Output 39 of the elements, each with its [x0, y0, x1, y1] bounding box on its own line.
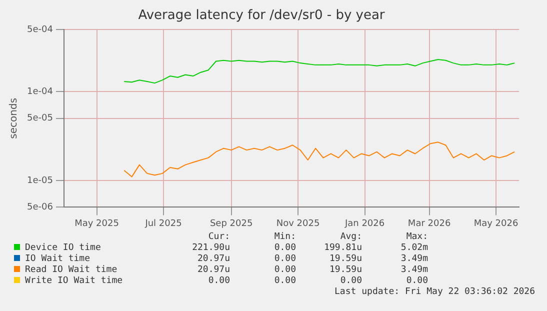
text: 3.49m [400, 254, 429, 265]
text: 5.02m [400, 243, 429, 254]
x-tick-label: Jan 2026 [344, 218, 385, 229]
x-tick-label: Jul 2025 [144, 218, 182, 229]
text: 0.00 [405, 276, 429, 287]
text: 199.81u [323, 243, 363, 254]
legend-label: Write IO Wait time [24, 276, 124, 287]
text: Cur: [207, 232, 231, 243]
text: 19.59u [328, 265, 363, 276]
text: 0.00 [273, 243, 297, 254]
text: 0.00 [273, 254, 297, 265]
text: Max: [405, 232, 429, 243]
x-tick-label: Nov 2025 [276, 218, 320, 229]
y-tick-label: 5e-05 [26, 114, 53, 124]
x-tick-label: Mar 2026 [408, 218, 451, 229]
y-tick-label: 5e-04 [26, 24, 54, 35]
text: Min: [273, 232, 297, 243]
text: 3.49m [400, 265, 429, 276]
x-tick-label: Sep 2025 [210, 218, 253, 229]
y-tick-label: 1e-05 [26, 176, 53, 186]
text: 19.59u [328, 254, 363, 265]
x-tick-label: May 2026 [474, 218, 518, 229]
y-axis-title: seconds [8, 98, 20, 139]
y-tick-label: 5e-06 [26, 202, 54, 213]
text: 0.00 [207, 276, 231, 287]
x-tick-label: May 2025 [74, 218, 119, 229]
y-tick-label: 1e-04 [26, 87, 54, 98]
chart-title: Average latency for /dev/sr0 - by year [138, 8, 386, 24]
text: 221.90u [191, 243, 231, 254]
legend-label: IO Wait time [24, 254, 92, 265]
text: 0.00 [339, 276, 362, 287]
legend-label: Read IO Wait time [24, 265, 118, 276]
text: 0.00 [273, 276, 297, 287]
text: Last update: Fri May 22 03:36:02 2026 [334, 287, 535, 298]
text: 20.97u [196, 254, 231, 265]
text: Avg: [339, 232, 363, 243]
legend-label: Device IO time [24, 243, 102, 254]
text: 0.00 [273, 265, 297, 276]
text: 20.97u [196, 265, 231, 276]
